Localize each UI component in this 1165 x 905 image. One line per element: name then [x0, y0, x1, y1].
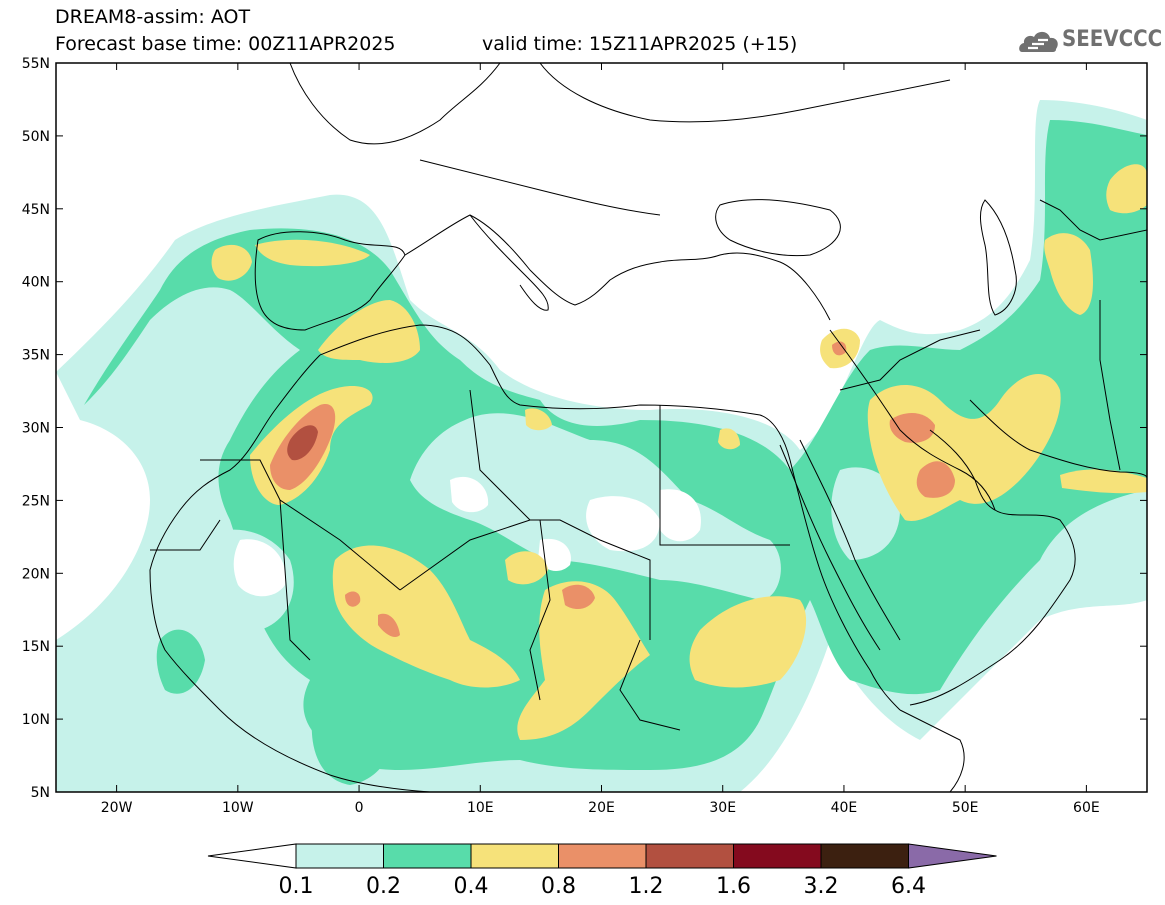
lon-axis: 20W 10W 0 10E 20E 30E 40E 50E 60E [101, 63, 1100, 816]
colorbar-level-label: 1.6 [716, 874, 751, 899]
lat-axis: 5N 10N 15N 20N 25N 30N 35N 40N 45N 50N 55N [22, 56, 1147, 801]
colorbar-level-label: 0.4 [454, 874, 489, 899]
valid-time: valid time: 15Z11APR2025 (+15) [482, 33, 798, 55]
colorbar-swatch [470, 843, 559, 869]
map-title: DREAM8-assim: AOT [55, 6, 251, 28]
colorbar-level-label: 3.2 [804, 874, 839, 899]
colorbar-level-label: 0.2 [366, 874, 401, 899]
forecast-base-time: Forecast base time: 00Z11APR2025 [55, 33, 396, 55]
lon-tick-label: 40E [831, 800, 858, 816]
lat-tick-label: 50N [22, 129, 50, 145]
lon-tick-label: 10W [222, 800, 254, 816]
lat-tick-label: 35N [22, 348, 50, 364]
logo-text: SEEVCCC [1062, 27, 1163, 52]
colorbar-under-arrow [207, 843, 297, 869]
lon-tick-label: 0 [355, 800, 364, 816]
colorbar-swatch [733, 843, 822, 869]
coastlines [149, 63, 1147, 792]
lat-tick-label: 45N [22, 202, 50, 218]
lat-tick-label: 55N [22, 56, 50, 72]
colorbar-level-label: 0.8 [541, 874, 576, 899]
lat-tick-label: 10N [22, 712, 50, 728]
lat-tick-label: 20N [22, 566, 50, 582]
lat-tick-label: 30N [22, 421, 50, 437]
colorbar-level-label: 1.2 [629, 874, 664, 899]
colorbar: 0.1 0.2 0.4 0.8 1.2 1.6 3.2 6.4 [207, 843, 997, 899]
colorbar-level-label: 0.1 [279, 874, 314, 899]
cloud-icon [1019, 31, 1058, 52]
colorbar-swatch [383, 843, 472, 869]
lat-tick-label: 40N [22, 275, 50, 291]
lat-tick-label: 5N [31, 785, 50, 801]
colorbar-over-arrow [908, 843, 997, 869]
lon-tick-label: 60E [1073, 800, 1100, 816]
lat-tick-label: 25N [22, 493, 50, 509]
colorbar-swatch [645, 843, 734, 869]
colorbar-level-label: 6.4 [891, 874, 926, 899]
lon-tick-label: 10E [467, 800, 494, 816]
lon-tick-label: 20E [588, 800, 615, 816]
lon-tick-label: 20W [101, 800, 133, 816]
lat-tick-label: 15N [22, 639, 50, 655]
lon-tick-label: 50E [952, 800, 979, 816]
lon-tick-label: 30E [709, 800, 736, 816]
colorbar-swatch [558, 843, 647, 869]
colorbar-swatch [295, 843, 384, 869]
colorbar-swatch [820, 843, 909, 869]
